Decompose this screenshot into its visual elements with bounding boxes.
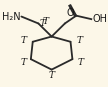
Text: T: T bbox=[76, 36, 82, 45]
Text: T: T bbox=[43, 17, 49, 26]
Text: OH: OH bbox=[92, 14, 107, 24]
Text: T: T bbox=[21, 36, 27, 45]
Text: T: T bbox=[20, 58, 26, 67]
Text: O: O bbox=[67, 8, 74, 18]
Text: T: T bbox=[49, 71, 55, 80]
Text: T: T bbox=[39, 19, 45, 28]
Text: T: T bbox=[77, 58, 83, 67]
Text: H₂N: H₂N bbox=[2, 12, 20, 21]
